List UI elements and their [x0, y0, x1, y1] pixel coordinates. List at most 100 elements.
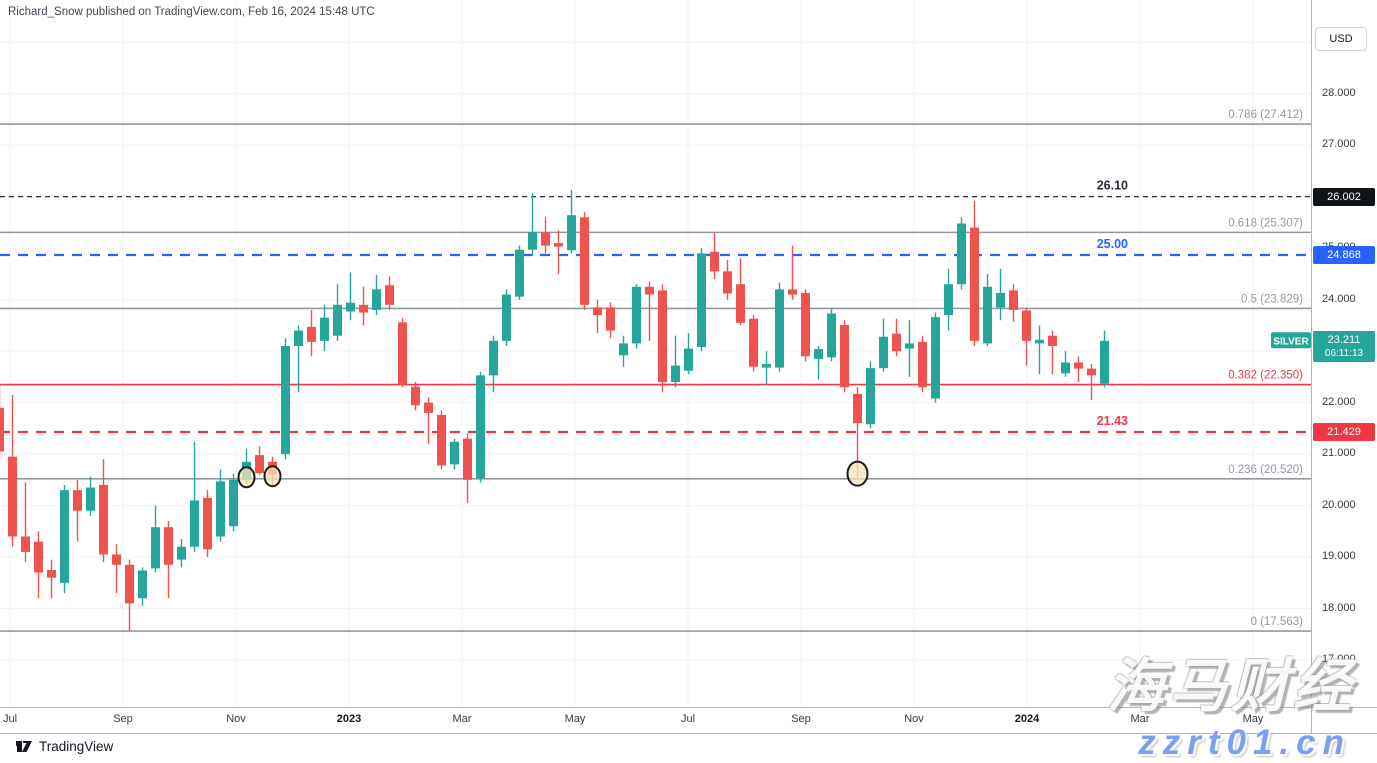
price-tick-label: 20.000 [1322, 498, 1356, 511]
price-tick-label: 27.000 [1322, 138, 1356, 151]
candle-body [190, 500, 199, 547]
watermark-chinese: 海马财经 [1106, 654, 1355, 719]
price-annotation-label: 25.00 [1097, 237, 1128, 251]
tradingview-logo-icon [16, 741, 32, 752]
candle-body [957, 223, 966, 285]
candle-body [515, 249, 524, 297]
plot-bottom-border [0, 707, 1377, 708]
candle-body [801, 292, 810, 357]
candle-body [463, 438, 472, 480]
candle-body [697, 253, 706, 348]
candle-body [346, 302, 355, 312]
axis-price-label: 26.002 [1313, 187, 1375, 206]
price-tick-label: 17.000 [1322, 653, 1356, 666]
candle-body [1048, 335, 1057, 346]
price-tick-label: 19.000 [1322, 550, 1356, 563]
time-tick-label: May [564, 713, 586, 725]
candle-body [437, 414, 446, 466]
currency-toggle-button[interactable]: USD [1315, 27, 1367, 51]
candle-body [47, 569, 56, 578]
tradingview-attribution[interactable]: TradingView [16, 739, 113, 754]
attribution-text: Richard_Snow published on TradingView.co… [8, 6, 375, 18]
candle-body [671, 365, 680, 383]
candle-body [151, 527, 160, 569]
candle-body [645, 286, 654, 295]
candle-body [606, 307, 615, 331]
candle-body [385, 285, 394, 305]
fib-level-label: 0 (17.563) [1251, 616, 1304, 628]
price-tick-label: 22.000 [1322, 395, 1356, 408]
candle-body [138, 570, 147, 599]
price-tick-label: 18.000 [1322, 601, 1356, 614]
time-tick-label: Sep [113, 713, 133, 725]
time-axis-bottom-border [0, 733, 1377, 734]
candle-body [879, 336, 888, 369]
candle-body [216, 481, 225, 537]
candle-body [658, 290, 667, 383]
time-tick-label: 2023 [336, 713, 362, 725]
candle-body [34, 541, 43, 573]
candle-body [294, 330, 303, 346]
candle-body [1061, 362, 1070, 374]
candle-body [567, 215, 576, 251]
fib-level-label: 0.382 (22.350) [1228, 370, 1303, 382]
candle-body [814, 349, 823, 359]
fib-level-label: 0.618 (25.307) [1228, 217, 1303, 229]
candle-body [775, 289, 784, 368]
candle-body [320, 317, 329, 341]
candle-body [1074, 362, 1083, 369]
candle-body [73, 490, 82, 511]
price-tick-label: 24.000 [1322, 292, 1356, 305]
candle-body [333, 304, 342, 336]
candle-body [996, 292, 1005, 308]
candle-body [372, 289, 381, 310]
candle-body [1087, 368, 1096, 376]
time-tick-label: Mar [1130, 713, 1150, 725]
candle-body [840, 324, 849, 388]
candle-body [788, 289, 797, 295]
watermark-url: zzrt01.cn [1138, 723, 1351, 762]
price-annotation-label: 21.43 [1097, 414, 1128, 428]
candle-body [476, 375, 485, 479]
countdown-timer: 06:11:13 [1324, 347, 1364, 359]
time-tick-label: Nov [226, 713, 246, 725]
price-chart[interactable]: 0.786 (27.412) 0.618 (25.307) 0.5 (23.829)… [0, 0, 1311, 733]
candle-body [827, 313, 836, 358]
fib-level-label: 0.236 (20.520) [1228, 464, 1303, 476]
candle-body [203, 497, 212, 550]
price-axis[interactable]: USD 28.00027.00026.00025.00024.00023.000… [1312, 0, 1377, 733]
candle-body [21, 536, 30, 552]
instrument-badge-label: SILVER [1273, 336, 1309, 347]
time-tick-label: Mar [452, 713, 472, 725]
candle-body [1009, 290, 1018, 310]
candle-body [632, 286, 641, 344]
candle-body [710, 251, 719, 272]
candle-body [164, 527, 173, 565]
candle-body [580, 217, 589, 305]
circle-annotation[interactable] [237, 466, 256, 489]
candle-body [1100, 340, 1109, 384]
candle-body [125, 564, 134, 604]
candle-body [86, 487, 95, 511]
time-tick-label: Nov [904, 713, 924, 725]
axis-separator-vertical [1311, 0, 1312, 733]
candle-body [489, 340, 498, 376]
time-axis[interactable]: Jul Sep Nov 2023 Mar May Jul Sep Nov 2024 Mar May [0, 708, 1377, 733]
candle-body [684, 348, 693, 371]
candle-body [866, 368, 875, 425]
candle-body [177, 546, 186, 560]
candle-body [541, 232, 550, 246]
candle-body [112, 554, 121, 565]
candle-body [8, 456, 17, 537]
time-tick-label: May [1242, 713, 1264, 725]
time-tick-label: Jul [2, 713, 18, 725]
circle-annotation[interactable] [263, 465, 282, 488]
axis-price-label: 23.211 06:11:13 [1313, 331, 1375, 363]
candle-body [749, 318, 758, 367]
candle-body [970, 227, 979, 341]
candle-body [931, 317, 940, 399]
price-annotation-label: 26.10 [1097, 179, 1128, 193]
time-tick-label: 2024 [1014, 713, 1040, 725]
circle-annotation[interactable] [846, 460, 869, 487]
candle-body [853, 393, 862, 424]
